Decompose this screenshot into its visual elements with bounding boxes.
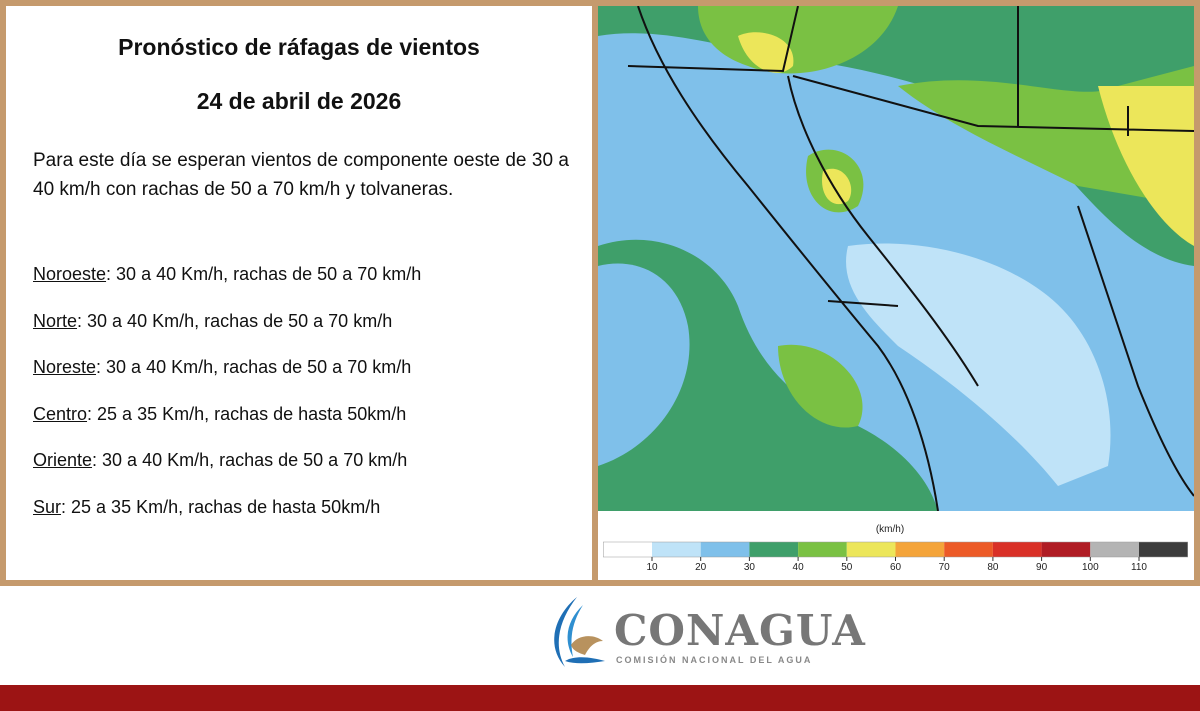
legend-swatch — [1139, 542, 1188, 557]
region-text: : 25 a 35 Km/h, rachas de hasta 50km/h — [61, 496, 381, 517]
legend-swatch — [944, 542, 993, 557]
region-name: Sur — [33, 496, 62, 517]
legend-unit: (km/h) — [876, 524, 904, 535]
region-name: Norte — [33, 310, 78, 331]
legend-swatch — [749, 542, 799, 557]
legend-tick-label: 100 — [1082, 562, 1099, 573]
region-text: : 30 a 40 Km/h, rachas de 50 a 70 km/h — [92, 450, 408, 470]
legend-tick-label: 30 — [744, 562, 756, 573]
legend-tick-label: 50 — [841, 562, 853, 573]
region-item: Noreste: 30 a 40 Km/h, rachas de 50 a 70… — [33, 357, 411, 378]
legend-swatch — [798, 542, 847, 557]
region-item: Oriente: 30 a 40 Km/h, rachas de 50 a 70… — [33, 450, 407, 471]
date: 24 de abril de 2026 — [196, 88, 402, 114]
legend-swatch — [1090, 542, 1139, 557]
region-name: Oriente — [33, 450, 93, 470]
legend-swatch — [700, 542, 750, 557]
legend-swatch — [992, 542, 1042, 557]
legend-tick-label: 110 — [1131, 562, 1147, 573]
legend-tick-label: 90 — [1036, 562, 1048, 573]
region-text: : 30 a 40 Km/h, rachas de 50 a 70 km/h — [77, 310, 393, 331]
region-name: Noroeste — [33, 264, 107, 284]
logo-subtitle: COMISIÓN NACIONAL DEL AGUA — [616, 655, 813, 665]
title: Pronóstico de ráfagas de vientos — [118, 34, 480, 60]
region-text: : 30 a 40 Km/h, rachas de 50 a 70 km/h — [106, 264, 422, 284]
legend-tick-label: 70 — [939, 562, 951, 573]
legend-tick-label: 10 — [646, 562, 658, 573]
legend-swatch — [603, 542, 652, 557]
text-panel: Pronóstico de ráfagas de vientos 24 de a… — [6, 6, 592, 580]
legend-tick-label: 20 — [695, 562, 707, 573]
region-item: Sur: 25 a 35 Km/h, rachas de hasta 50km/… — [33, 497, 380, 518]
region-name: Centro — [33, 403, 88, 424]
region-item: Centro: 25 a 35 Km/h, rachas de hasta 50… — [33, 404, 406, 425]
legend-swatch — [652, 542, 701, 557]
legend-swatch — [846, 542, 896, 557]
legend-tick-label: 60 — [890, 562, 902, 573]
region-text: : 30 a 40 Km/h, rachas de 50 a 70 km/h — [96, 357, 412, 377]
footer-bar — [0, 685, 1200, 711]
map: (km/h) 10 20 30 40 50 60 70 80 90 100 110 — [598, 6, 1194, 580]
logo-icon — [554, 597, 605, 667]
logo-name: CONAGUA — [614, 606, 866, 655]
intro: Para este día se esperan vientos de comp… — [33, 150, 569, 200]
region-name: Noreste — [33, 357, 97, 377]
region-item: Norte: 30 a 40 Km/h, rachas de 50 a 70 k… — [33, 311, 392, 332]
region-item: Noroeste: 30 a 40 Km/h, rachas de 50 a 7… — [33, 264, 421, 285]
region-text: : 25 a 35 Km/h, rachas de hasta 50km/h — [87, 403, 407, 424]
legend-tick-label: 80 — [987, 562, 999, 573]
legend-swatch — [1041, 542, 1091, 557]
legend-tick-label: 40 — [793, 562, 805, 573]
legend-swatch — [895, 542, 945, 557]
